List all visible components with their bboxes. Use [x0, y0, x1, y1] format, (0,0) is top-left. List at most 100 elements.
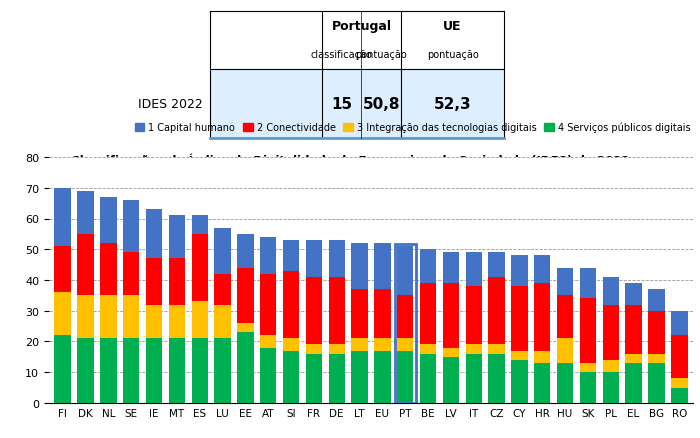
Bar [214, 305, 231, 339]
Bar [351, 290, 368, 339]
Bar [306, 345, 322, 354]
Bar [210, 69, 504, 139]
Bar [442, 348, 459, 357]
Bar [374, 244, 391, 290]
Text: pontuação: pontuação [427, 50, 478, 60]
Bar [442, 253, 459, 283]
Bar [648, 363, 665, 403]
Bar [328, 354, 345, 403]
Bar [557, 339, 573, 363]
Bar [237, 332, 253, 403]
Bar [671, 378, 687, 388]
Bar [625, 283, 642, 305]
Bar [100, 296, 117, 339]
Bar [489, 345, 505, 354]
Bar [237, 234, 253, 268]
Bar [420, 354, 436, 403]
Bar [192, 302, 208, 339]
Bar [192, 339, 208, 403]
Bar [328, 240, 345, 277]
Bar [374, 290, 391, 339]
Legend: 1 Capital humano, 2 Conectividade, 3 Integração das tecnologias digitais, 4 Serv: 1 Capital humano, 2 Conectividade, 3 Int… [131, 118, 694, 137]
Bar [328, 345, 345, 354]
Bar [648, 311, 665, 354]
Bar [557, 296, 573, 339]
Bar [283, 240, 300, 271]
Bar [534, 351, 550, 363]
Bar [77, 339, 94, 403]
Bar [146, 339, 162, 403]
Bar [511, 351, 528, 360]
Bar [306, 354, 322, 403]
Bar [146, 305, 162, 339]
Bar [283, 271, 300, 339]
Bar [351, 244, 368, 290]
Bar [283, 339, 300, 351]
Bar [580, 363, 596, 372]
Text: 50,8: 50,8 [363, 97, 400, 112]
Bar [534, 283, 550, 351]
Bar [146, 210, 162, 259]
Bar [351, 351, 368, 403]
Bar [625, 363, 642, 403]
Bar [466, 354, 482, 403]
Bar [489, 354, 505, 403]
Text: Portugal: Portugal [331, 20, 391, 32]
Text: classificação: classificação [311, 50, 372, 60]
Bar [306, 240, 322, 277]
Bar [648, 354, 665, 363]
Text: pontuação: pontuação [356, 50, 407, 60]
Bar [557, 268, 573, 296]
Bar [260, 274, 276, 336]
Bar [625, 354, 642, 363]
Bar [511, 256, 528, 286]
Bar [420, 283, 436, 345]
Bar [580, 372, 596, 403]
Bar [511, 360, 528, 403]
Bar [169, 305, 185, 339]
Bar [374, 351, 391, 403]
Bar [466, 345, 482, 354]
Bar [55, 247, 71, 293]
Bar [214, 339, 231, 403]
Bar [55, 293, 71, 336]
Bar [214, 274, 231, 305]
Bar [625, 305, 642, 354]
Bar [100, 339, 117, 403]
Bar [169, 259, 185, 305]
Text: IDES 2022: IDES 2022 [139, 98, 203, 110]
Bar [237, 323, 253, 332]
Bar [328, 277, 345, 345]
Bar [123, 201, 139, 253]
Text: UE: UE [443, 20, 462, 32]
Bar [557, 363, 573, 403]
Bar [100, 198, 117, 244]
Bar [534, 256, 550, 283]
Text: Classificações do Índice de Digitalidade da Economia e da Sociedade (IDES) de 20: Classificações do Índice de Digitalidade… [71, 153, 629, 168]
Bar [420, 345, 436, 354]
Bar [77, 296, 94, 339]
Bar [100, 244, 117, 296]
Bar [511, 286, 528, 351]
Bar [671, 388, 687, 403]
Bar [237, 268, 253, 323]
Bar [214, 228, 231, 274]
Bar [351, 339, 368, 351]
Bar [671, 311, 687, 336]
Bar [397, 247, 414, 296]
Bar [192, 216, 208, 234]
Bar [420, 250, 436, 283]
Bar [580, 268, 596, 299]
Bar [77, 234, 94, 296]
Bar [123, 296, 139, 339]
Text: 15: 15 [331, 97, 352, 112]
Bar [374, 339, 391, 351]
Bar [395, 244, 416, 403]
Bar [397, 351, 414, 403]
Bar [146, 259, 162, 305]
Bar [580, 299, 596, 363]
Bar [671, 336, 687, 378]
Bar [603, 360, 619, 372]
Bar [648, 290, 665, 311]
Bar [603, 372, 619, 403]
